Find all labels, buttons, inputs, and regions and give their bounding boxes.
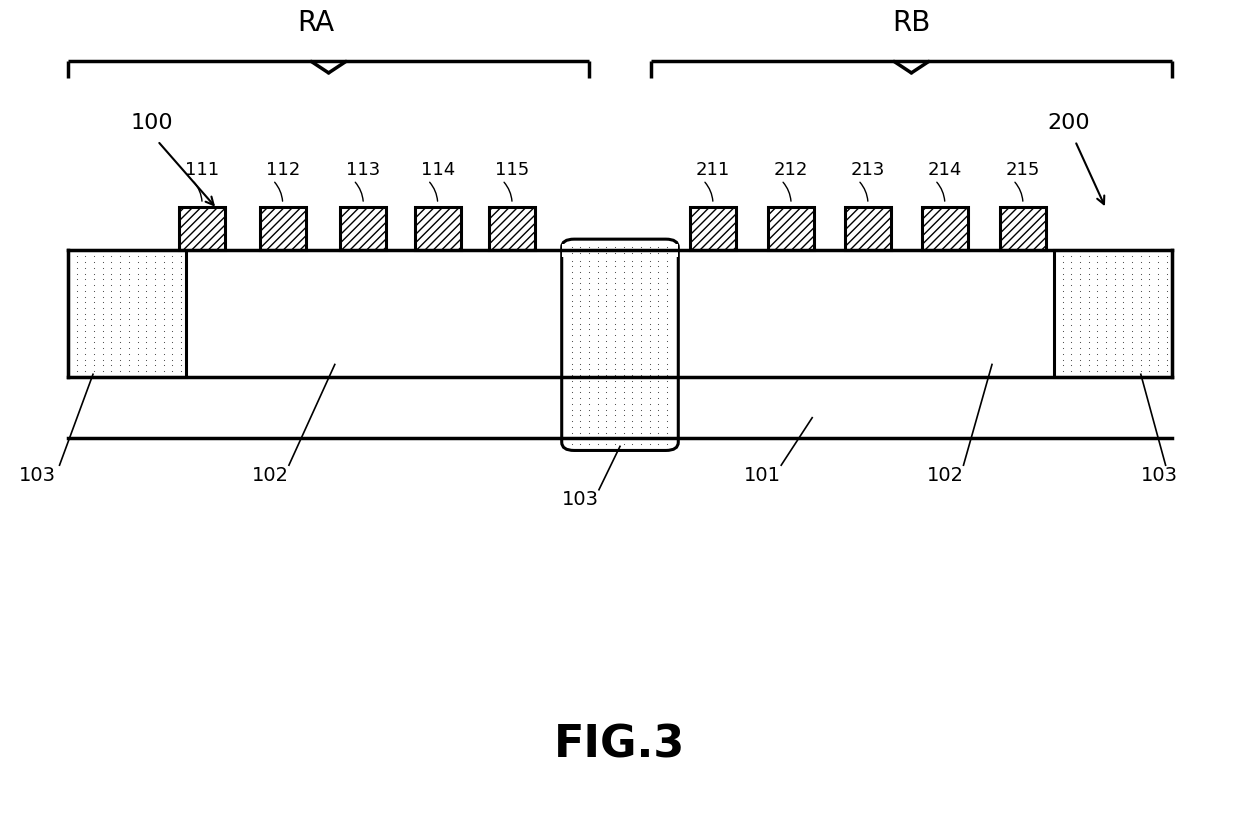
Text: 102: 102 [926, 465, 963, 485]
Text: 103: 103 [19, 465, 56, 485]
Bar [1054, 250, 1172, 377]
Text: 103: 103 [1141, 465, 1178, 485]
Text: 212: 212 [774, 161, 808, 179]
Bar [414, 207, 461, 250]
Text: 111: 111 [185, 161, 219, 179]
Text: 112: 112 [265, 161, 300, 179]
FancyBboxPatch shape [562, 239, 678, 450]
Bar [180, 207, 226, 250]
Bar [846, 207, 890, 250]
Text: RB: RB [893, 9, 930, 37]
Bar [340, 207, 386, 250]
Bar [769, 207, 815, 250]
Text: 101: 101 [744, 465, 781, 485]
Bar [68, 250, 186, 377]
Bar [68, 426, 1172, 438]
Text: 102: 102 [252, 465, 289, 485]
Text: FIG.3: FIG.3 [554, 724, 686, 767]
Bar [999, 207, 1047, 250]
Text: 103: 103 [562, 490, 599, 509]
Bar [689, 207, 735, 250]
Bar [489, 207, 534, 250]
Text: 214: 214 [928, 161, 962, 179]
Text: 100: 100 [130, 113, 172, 133]
Text: 113: 113 [346, 161, 381, 179]
Text: 200: 200 [1048, 113, 1090, 133]
Text: 213: 213 [851, 161, 885, 179]
Text: 211: 211 [696, 161, 730, 179]
Bar [68, 250, 1172, 377]
Text: 114: 114 [420, 161, 455, 179]
Text: RA: RA [298, 9, 335, 37]
Bar [923, 207, 968, 250]
Bar [562, 244, 678, 257]
Bar [260, 207, 306, 250]
Text: 115: 115 [495, 161, 529, 179]
Text: 215: 215 [1006, 161, 1040, 179]
